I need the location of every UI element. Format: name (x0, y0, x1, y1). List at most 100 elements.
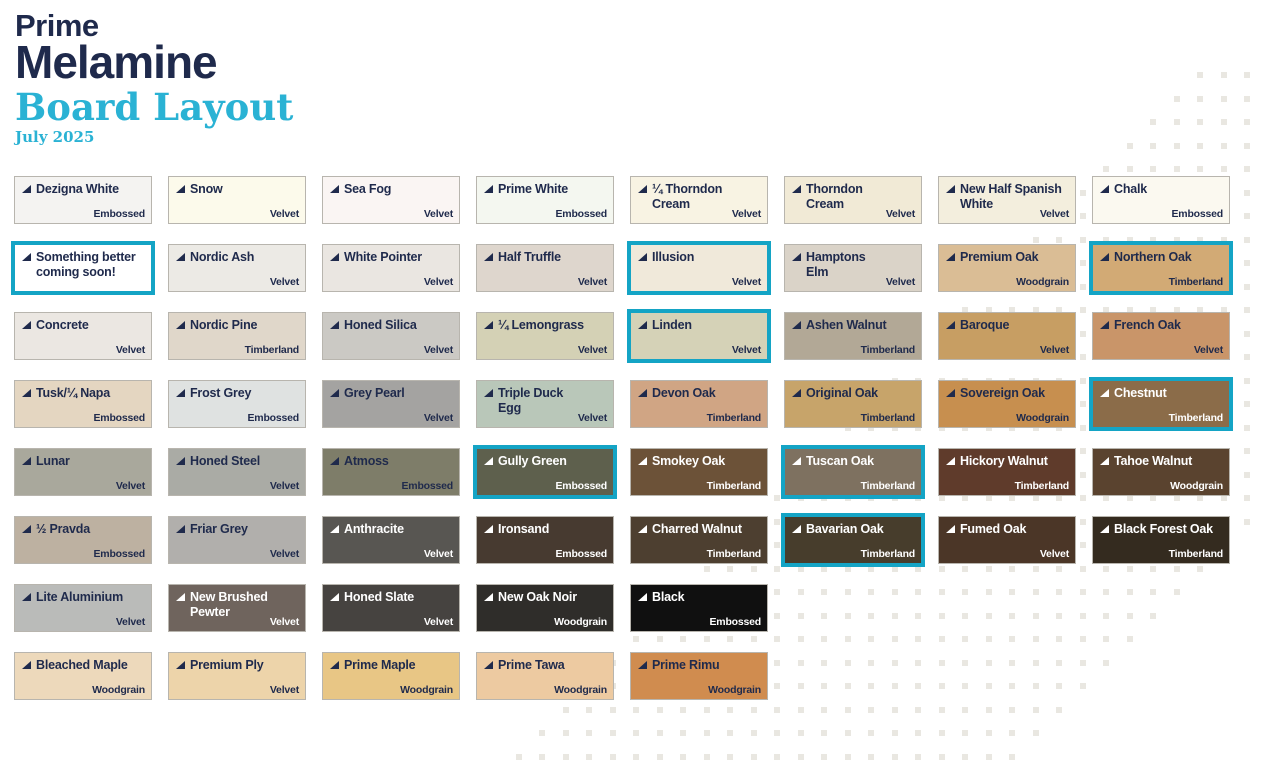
decorative-dot (1103, 495, 1109, 501)
decorative-dot (1009, 706, 1015, 713)
triangle-icon (176, 185, 185, 193)
swatch-name-row: Nordic Ash (176, 250, 300, 265)
swatch-name: ¼ Lemongrass (498, 318, 584, 332)
swatch-row-2: Something better coming soon! Nordic Ash V… (14, 244, 1230, 292)
swatch-chalk: Chalk Embossed (1092, 176, 1230, 224)
swatch-name: New Brushed Pewter (190, 590, 268, 619)
decorative-dot (844, 589, 851, 595)
swatch-name: Anthracite (344, 522, 404, 536)
swatch-name-row: Thorndon Cream (792, 182, 916, 212)
decorative-dot (750, 730, 757, 736)
swatch-name-row: Bavarian Oak (792, 522, 916, 537)
decorative-dot (609, 706, 616, 713)
finish-label: Velvet (423, 208, 453, 220)
decorative-dot (985, 495, 992, 501)
decorative-dot (1126, 636, 1133, 642)
swatch-name-row: ¼ Thorndon Cream (638, 182, 762, 212)
finish-label: Velvet (423, 344, 453, 356)
triangle-icon (176, 321, 185, 329)
finish-label: Timberland (706, 412, 762, 424)
decorative-dot (1079, 401, 1086, 407)
decorative-dot (868, 683, 874, 689)
swatch-thorndon-cream: Thorndon Cream Velvet (784, 176, 922, 224)
decorative-dot (1150, 119, 1156, 125)
decorative-dot (774, 589, 780, 595)
swatch-name-row: Chalk (1100, 182, 1224, 197)
decorative-dot (821, 636, 827, 642)
swatch-row-5: Lunar Velvet Honed Steel Velvet Atmoss Emboss… (14, 448, 1230, 496)
triangle-icon (946, 457, 955, 465)
triangle-icon (1100, 321, 1109, 329)
decorative-dot (1009, 753, 1015, 760)
decorative-dot (938, 495, 945, 501)
decorative-dot (1126, 589, 1133, 595)
decorative-dot (821, 706, 827, 713)
decorative-dot (1126, 612, 1133, 619)
decorative-dot (797, 589, 804, 595)
finish-label: Woodgrain (554, 684, 607, 696)
triangle-icon (176, 457, 185, 465)
decorative-dot (750, 636, 757, 642)
decorative-dot (985, 683, 992, 689)
decorative-dot (985, 659, 992, 666)
swatch-name: French Oak (1114, 318, 1181, 332)
decorative-dot (938, 730, 945, 736)
decorative-dot (703, 706, 710, 713)
decorative-dot (1056, 636, 1062, 642)
decorative-dot (1079, 213, 1086, 219)
swatch-name: Tahoe Walnut (1114, 454, 1193, 468)
swatch-row-8: Bleached Maple Woodgrain Premium Ply Velvet… (14, 652, 1230, 700)
finish-label: Velvet (269, 684, 299, 696)
decorative-dot (1197, 95, 1203, 102)
decorative-dot (1197, 307, 1203, 313)
decorative-dot (1173, 307, 1180, 313)
decorative-dot (1126, 166, 1133, 172)
swatch-name: New Oak Noir (498, 590, 577, 604)
decorative-dot (868, 565, 874, 572)
decorative-dot (774, 753, 780, 760)
decorative-dot (633, 706, 639, 713)
decorative-dot (1056, 236, 1062, 243)
finish-label: Woodgrain (400, 684, 453, 696)
swatch-bavarian-oak: Bavarian Oak Timberland (784, 516, 922, 564)
decorative-dot (962, 706, 968, 713)
decorative-dot (1009, 612, 1015, 619)
brand-logo: Prime Melamine (15, 10, 293, 85)
swatch-name-row: Prime Tawa (484, 658, 608, 673)
finish-label: Woodgrain (708, 684, 761, 696)
decorative-dot (891, 706, 898, 713)
decorative-dot (891, 565, 898, 572)
decorative-dot (633, 753, 639, 760)
triangle-icon (22, 389, 31, 397)
swatch-new-oak-noir: New Oak Noir Woodgrain (476, 584, 614, 632)
decorative-dot (1244, 307, 1250, 313)
swatch-name: Chestnut (1114, 386, 1167, 400)
finish-label: Velvet (885, 208, 915, 220)
finish-label: Velvet (423, 616, 453, 628)
decorative-dot (1009, 659, 1015, 666)
swatch-name-row: ¼ Lemongrass (484, 318, 608, 333)
decorative-dot (586, 706, 592, 713)
swatch-devon-oak: Devon Oak Timberland (630, 380, 768, 428)
decorative-dot (985, 589, 992, 595)
decorative-dot (1032, 730, 1039, 736)
decorative-dot (938, 589, 945, 595)
decorative-dot (821, 730, 827, 736)
decorative-dot (1032, 683, 1039, 689)
decorative-dot (1244, 213, 1250, 219)
page-title: Board Layout (15, 84, 294, 129)
decorative-dot (1173, 495, 1180, 501)
triangle-icon (792, 457, 801, 465)
decorative-dot (1056, 659, 1062, 666)
decorative-dot (1244, 518, 1250, 525)
decorative-dot (821, 753, 827, 760)
swatch-nordic-ash: Nordic Ash Velvet (168, 244, 306, 292)
decorative-dot (1197, 119, 1203, 125)
decorative-dot (633, 636, 639, 642)
decorative-dot (844, 659, 851, 666)
decorative-dot (1244, 448, 1250, 454)
decorative-dot (1197, 72, 1203, 78)
decorative-dot (962, 565, 968, 572)
finish-label: Woodgrain (92, 684, 145, 696)
decorative-dot (1079, 659, 1086, 666)
